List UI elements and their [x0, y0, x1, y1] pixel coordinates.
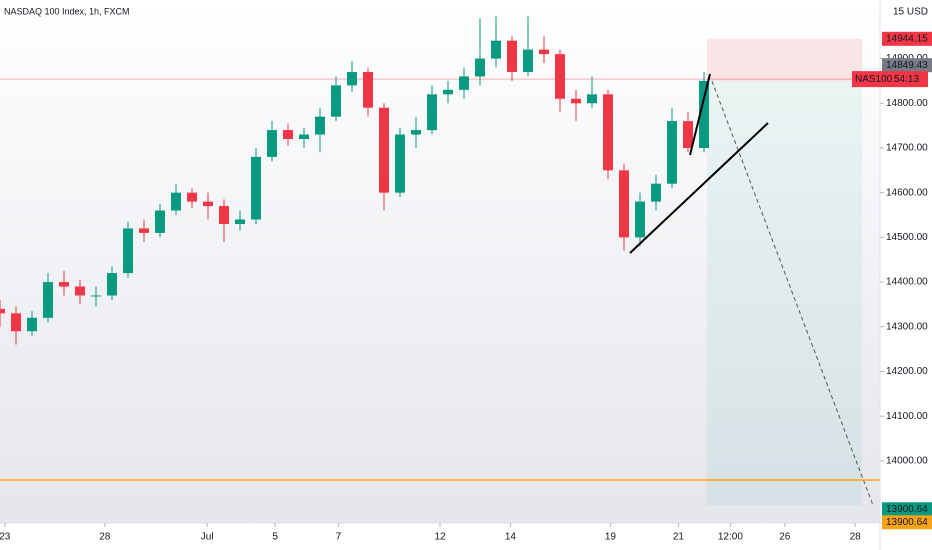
candle-body [539, 49, 549, 55]
candle-body [379, 107, 389, 193]
candle-body [347, 71, 357, 86]
candle-body [635, 201, 645, 238]
y-tick-label: 14600.00 [886, 187, 928, 198]
candle-body [155, 210, 165, 233]
target-zone [707, 81, 862, 506]
target-label-bg [882, 515, 932, 530]
y-tick-label: 14700.00 [886, 143, 928, 154]
candle-body [475, 58, 485, 77]
x-tick-label: 21 [673, 532, 685, 543]
candle-body [187, 192, 197, 202]
candle-body [27, 317, 37, 332]
candle-body [491, 40, 501, 59]
candle-body [363, 71, 373, 108]
entry-label-bg [882, 58, 932, 73]
candle-body [603, 94, 613, 171]
x-tick-label: 14 [505, 532, 517, 543]
candle-body [395, 134, 405, 193]
candle-body [571, 98, 581, 104]
stop-label: 14944.15 [886, 33, 928, 44]
symbol-label: NAS100 [855, 74, 893, 85]
candle-body [587, 94, 597, 104]
y-tick-label: 14800.00 [886, 98, 928, 109]
x-tick-label: 12:00 [718, 532, 743, 543]
chart-title: NASDAQ 100 Index, 1h, FXCM [4, 6, 130, 16]
candle-body [427, 94, 437, 131]
candle-body [411, 130, 421, 135]
candle-body [59, 282, 69, 287]
y-tick-label: 14000.00 [886, 456, 928, 467]
candle-body [75, 286, 85, 296]
candle-body [107, 273, 117, 296]
symbol-label-bg [852, 71, 928, 88]
candle-body [91, 295, 101, 297]
countdown-label: 54:13 [894, 74, 919, 85]
x-tick-label: 23 [0, 532, 11, 543]
candle-body [555, 54, 565, 99]
candle-body [667, 121, 677, 184]
x-tick-label: 28 [99, 532, 111, 543]
candle-body [523, 49, 533, 72]
target-label: 13900.64 [886, 504, 928, 515]
candle-body [123, 228, 133, 274]
candle-body [283, 130, 293, 140]
candle-body [651, 183, 661, 202]
stop-label-bg [882, 31, 932, 46]
candle-body [0, 308, 5, 314]
trendline [689, 73, 711, 156]
candle-body [331, 85, 341, 117]
candle-body [699, 80, 709, 148]
x-tick-label: Jul [201, 532, 214, 543]
x-tick-label: 7 [336, 532, 342, 543]
x-tick-label: 5 [272, 532, 278, 543]
x-tick-label: 12 [434, 532, 446, 543]
y-tick-label: 14500.00 [886, 232, 928, 243]
candle-body [235, 219, 245, 224]
candle-body [443, 89, 453, 95]
candle-body [251, 156, 261, 220]
y-tick-label: 14200.00 [886, 366, 928, 377]
x-tick-label: 26 [779, 532, 791, 543]
candle-body [315, 116, 325, 135]
plot-background [0, 0, 880, 523]
candle-body [11, 313, 21, 332]
target-label-bg [882, 502, 932, 517]
candle-body [139, 228, 149, 233]
stop-zone [707, 38, 862, 82]
candle-body [203, 201, 213, 207]
currency-label: 15 USD [893, 7, 928, 18]
x-tick-label: 28 [850, 532, 862, 543]
candle-body [299, 134, 309, 140]
target-label: 13900.64 [886, 517, 928, 528]
x-tick-label: 19 [605, 532, 617, 543]
candle-body [43, 282, 53, 318]
y-tick-label: 14300.00 [886, 321, 928, 332]
trendline [629, 122, 769, 254]
candle-body [683, 121, 693, 148]
y-tick-label: 14100.00 [886, 411, 928, 422]
candle-body [171, 192, 181, 211]
candle-body [459, 76, 469, 90]
candle-body [619, 170, 629, 238]
y-tick-label: 14400.00 [886, 277, 928, 288]
candle-body [267, 130, 277, 157]
entry-label: 14849.43 [886, 60, 928, 71]
candle-body [219, 206, 229, 224]
projection-arrow [711, 80, 874, 506]
candle-body [507, 40, 517, 72]
